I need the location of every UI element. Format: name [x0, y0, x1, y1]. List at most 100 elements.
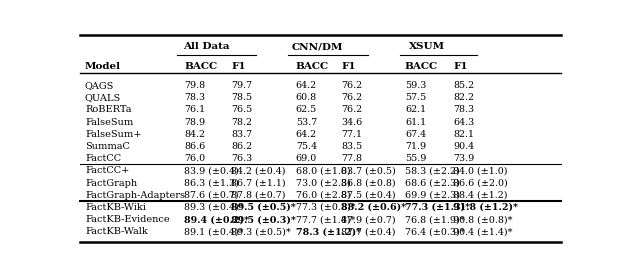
Text: 86.8 (±0.8): 86.8 (±0.8) [341, 178, 396, 188]
Text: 69.0: 69.0 [296, 154, 317, 163]
Text: QUALS: QUALS [85, 93, 121, 102]
Text: F1: F1 [341, 62, 356, 70]
Text: 79.7: 79.7 [231, 81, 252, 90]
Text: 78.2: 78.2 [231, 118, 252, 127]
Text: 82.2: 82.2 [453, 93, 474, 102]
Text: 78.3: 78.3 [184, 93, 205, 102]
Text: 79.8: 79.8 [184, 81, 205, 90]
Text: 82.1: 82.1 [453, 130, 474, 139]
Text: 86.7 (±1.1): 86.7 (±1.1) [231, 178, 286, 188]
Text: 60.8: 60.8 [296, 93, 317, 102]
Text: 67.4: 67.4 [405, 130, 426, 139]
Text: 87.9 (±0.7): 87.9 (±0.7) [341, 215, 396, 224]
Text: 71.9: 71.9 [405, 142, 426, 151]
Text: 77.3 (±1.3)*: 77.3 (±1.3)* [405, 203, 470, 212]
Text: 77.1: 77.1 [341, 130, 362, 139]
Text: 62.5: 62.5 [296, 105, 317, 114]
Text: 68.6 (±2.3): 68.6 (±2.3) [405, 178, 460, 188]
Text: 89.5 (±0.3)*: 89.5 (±0.3)* [231, 215, 296, 224]
Text: 73.0 (±2.3): 73.0 (±2.3) [296, 178, 351, 188]
Text: 86.3 (±1.3): 86.3 (±1.3) [184, 178, 239, 188]
Text: 64.3: 64.3 [453, 118, 474, 127]
Text: FalseSum: FalseSum [85, 118, 133, 127]
Text: 87.7 (±0.4): 87.7 (±0.4) [341, 227, 396, 236]
Text: 86.6 (±2.0): 86.6 (±2.0) [453, 178, 508, 188]
Text: 78.3 (±1.2)*: 78.3 (±1.2)* [296, 227, 361, 236]
Text: Model: Model [85, 62, 121, 70]
Text: 68.0 (±1.0): 68.0 (±1.0) [296, 167, 350, 175]
Text: 76.5: 76.5 [231, 105, 253, 114]
Text: 77.8: 77.8 [341, 154, 362, 163]
Text: 84.0 (±1.0): 84.0 (±1.0) [453, 167, 508, 175]
Text: 85.2: 85.2 [453, 81, 474, 90]
Text: 58.3 (±2.2): 58.3 (±2.2) [405, 167, 460, 175]
Text: 59.3: 59.3 [405, 81, 426, 90]
Text: 76.2: 76.2 [341, 93, 362, 102]
Text: 61.1: 61.1 [405, 118, 426, 127]
Text: 83.7: 83.7 [231, 130, 252, 139]
Text: 69.9 (±2.3): 69.9 (±2.3) [405, 191, 460, 200]
Text: 86.6: 86.6 [184, 142, 205, 151]
Text: SummaC: SummaC [85, 142, 130, 151]
Text: 76.0 (±2.8): 76.0 (±2.8) [296, 191, 350, 200]
Text: FactCC+: FactCC+ [85, 167, 129, 175]
Text: 34.6: 34.6 [341, 118, 363, 127]
Text: XSUM: XSUM [409, 42, 445, 51]
Text: 87.5 (±0.4): 87.5 (±0.4) [341, 191, 396, 200]
Text: 83.5: 83.5 [341, 142, 363, 151]
Text: FalseSum+: FalseSum+ [85, 130, 141, 139]
Text: 76.2: 76.2 [341, 81, 362, 90]
Text: 64.2: 64.2 [296, 81, 317, 90]
Text: 83.7 (±0.5): 83.7 (±0.5) [341, 167, 396, 175]
Text: FactKB-Evidence: FactKB-Evidence [85, 215, 170, 224]
Text: FactKB-Walk: FactKB-Walk [85, 227, 148, 236]
Text: FactGraph-Adapters: FactGraph-Adapters [85, 191, 185, 200]
Text: 90.4: 90.4 [453, 142, 474, 151]
Text: 75.4: 75.4 [296, 142, 317, 151]
Text: 53.7: 53.7 [296, 118, 317, 127]
Text: 88.4 (±1.2): 88.4 (±1.2) [453, 191, 508, 200]
Text: 77.7 (±1.4)*: 77.7 (±1.4)* [296, 215, 355, 224]
Text: 89.3 (±0.4)*: 89.3 (±0.4)* [184, 203, 244, 212]
Text: 91.8 (±1.2)*: 91.8 (±1.2)* [453, 203, 518, 212]
Text: 83.9 (±0.4): 83.9 (±0.4) [184, 167, 239, 175]
Text: 84.2 (±0.4): 84.2 (±0.4) [231, 167, 286, 175]
Text: BACC: BACC [296, 62, 329, 70]
Text: All Data: All Data [183, 42, 230, 51]
Text: 78.9: 78.9 [184, 118, 205, 127]
Text: 57.5: 57.5 [405, 93, 426, 102]
Text: 84.2: 84.2 [184, 130, 205, 139]
Text: 89.1 (±0.4)*: 89.1 (±0.4)* [184, 227, 244, 236]
Text: 87.8 (±0.7): 87.8 (±0.7) [231, 191, 286, 200]
Text: FactKB-Wiki: FactKB-Wiki [85, 203, 146, 212]
Text: 78.3: 78.3 [453, 105, 474, 114]
Text: 73.9: 73.9 [453, 154, 474, 163]
Text: 76.0: 76.0 [184, 154, 205, 163]
Text: 89.5 (±0.5)*: 89.5 (±0.5)* [231, 203, 296, 212]
Text: BACC: BACC [184, 62, 218, 70]
Text: 76.2: 76.2 [341, 105, 362, 114]
Text: RoBERTa: RoBERTa [85, 105, 131, 114]
Text: 78.5: 78.5 [231, 93, 252, 102]
Text: 55.9: 55.9 [405, 154, 426, 163]
Text: 76.3: 76.3 [231, 154, 253, 163]
Text: 62.1: 62.1 [405, 105, 426, 114]
Text: 77.3 (±0.3)*: 77.3 (±0.3)* [296, 203, 355, 212]
Text: 76.1: 76.1 [184, 105, 205, 114]
Text: 90.4 (±1.4)*: 90.4 (±1.4)* [453, 227, 513, 236]
Text: 86.2: 86.2 [231, 142, 252, 151]
Text: 87.6 (±0.7): 87.6 (±0.7) [184, 191, 239, 200]
Text: F1: F1 [231, 62, 246, 70]
Text: F1: F1 [453, 62, 468, 70]
Text: 76.4 (±0.3)*: 76.4 (±0.3)* [405, 227, 465, 236]
Text: BACC: BACC [405, 62, 438, 70]
Text: 76.8 (±1.9)*: 76.8 (±1.9)* [405, 215, 465, 224]
Text: FactCC: FactCC [85, 154, 121, 163]
Text: 90.8 (±0.8)*: 90.8 (±0.8)* [453, 215, 513, 224]
Text: 88.2 (±0.6)*: 88.2 (±0.6)* [341, 203, 406, 212]
Text: 64.2: 64.2 [296, 130, 317, 139]
Text: FactGraph: FactGraph [85, 178, 137, 188]
Text: CNN/DM: CNN/DM [292, 42, 343, 51]
Text: QAGS: QAGS [85, 81, 115, 90]
Text: 89.3 (±0.5)*: 89.3 (±0.5)* [231, 227, 291, 236]
